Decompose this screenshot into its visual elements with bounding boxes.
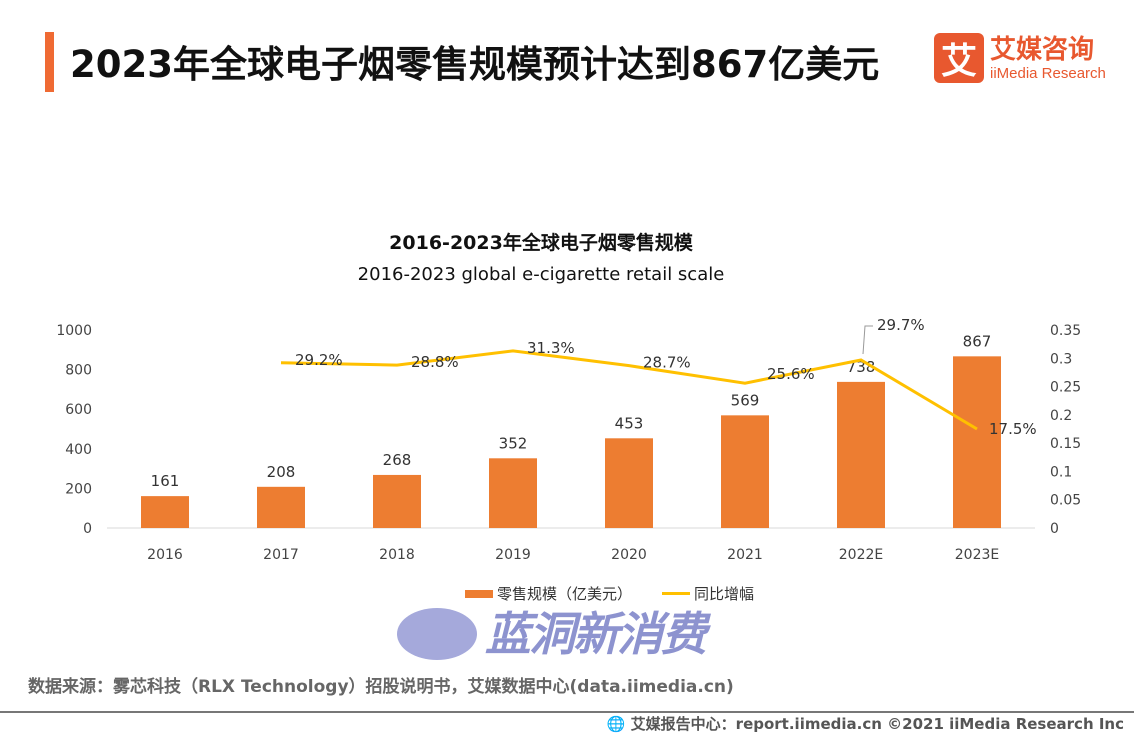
watermark: 蓝洞新消费 — [485, 607, 707, 661]
x-tick-label: 2021 — [727, 547, 763, 563]
bar — [721, 415, 769, 528]
bar — [605, 438, 653, 528]
bar-value-label: 569 — [731, 391, 760, 409]
right-tick-label: 0.2 — [1050, 408, 1072, 424]
right-tick-label: 0.3 — [1050, 351, 1072, 367]
logo-mark: 艾 — [934, 33, 984, 83]
growth-label: 31.3% — [527, 339, 575, 357]
leader-line — [862, 325, 873, 355]
title-accent-bar — [45, 32, 54, 92]
chart-subtitle: 2016-2023 global e-cigarette retail scal… — [357, 264, 725, 285]
bar — [257, 486, 305, 528]
x-tick-label: 2016 — [147, 547, 183, 563]
bar — [373, 474, 421, 528]
x-tick-label: 2022E — [839, 547, 883, 563]
left-tick-label: 1000 — [56, 323, 92, 339]
footer: 🌐 艾媒报告中心：report.iimedia.cn ©2021 iiMedia… — [607, 713, 1124, 734]
bar — [953, 356, 1001, 528]
growth-label: 29.2% — [295, 351, 343, 369]
bar — [489, 458, 537, 528]
growth-label: 28.7% — [643, 354, 691, 372]
globe-icon: 🌐 — [606, 715, 631, 733]
x-tick-label: 2017 — [263, 547, 299, 563]
growth-label: 28.8% — [411, 353, 459, 371]
x-tick-label: 2020 — [611, 547, 647, 563]
left-tick-label: 200 — [65, 481, 92, 497]
bar — [837, 381, 885, 528]
right-tick-label: 0.15 — [1050, 436, 1081, 452]
bar — [141, 496, 189, 528]
left-tick-label: 800 — [65, 363, 92, 379]
bar-value-label: 268 — [383, 451, 412, 469]
right-tick-label: 0.25 — [1050, 380, 1081, 396]
iimedia-logo: 艾 艾媒咨询 iiMedia Research — [934, 33, 1106, 83]
x-tick-label: 2018 — [379, 547, 415, 563]
right-tick-label: 0 — [1050, 521, 1059, 537]
legend-bar-label: 零售规模（亿美元） — [497, 585, 633, 603]
bar-value-label: 208 — [267, 463, 296, 481]
legend-bar-swatch — [465, 589, 493, 598]
logo-cn: 艾媒咨询 — [990, 34, 1095, 65]
right-tick-label: 0.05 — [1050, 493, 1081, 509]
growth-label: 25.6% — [767, 365, 815, 383]
logo-en: iiMedia Research — [990, 64, 1106, 82]
legend-line-swatch — [662, 592, 691, 595]
source-note: 数据来源：雾芯科技（RLX Technology）招股说明书，艾媒数据中心(da… — [28, 677, 734, 697]
growth-label: 29.7% — [877, 316, 925, 334]
bar-value-label: 867 — [963, 332, 992, 350]
growth-line — [280, 349, 978, 431]
footer-text: 艾媒报告中心：report.iimedia.cn ©2021 iiMedia R… — [630, 715, 1124, 733]
footer-divider — [0, 711, 1134, 713]
bar-value-label: 352 — [499, 434, 528, 452]
x-tick-label: 2019 — [495, 547, 531, 563]
right-tick-label: 0.35 — [1050, 323, 1081, 339]
legend: 零售规模（亿美元） 同比增幅 — [465, 583, 754, 604]
bar-value-label: 161 — [151, 472, 180, 490]
x-tick-label: 2023E — [955, 547, 999, 563]
bar-value-label: 453 — [615, 414, 644, 432]
left-tick-label: 600 — [65, 402, 92, 418]
chart-title: 2016-2023年全球电子烟零售规模 — [389, 232, 693, 254]
right-tick-label: 0.1 — [1050, 464, 1072, 480]
left-tick-label: 0 — [83, 521, 92, 537]
watermark-eye-icon — [397, 608, 477, 660]
left-tick-label: 400 — [65, 442, 92, 458]
page-title: 2023年全球电子烟零售规模预计达到867亿美元 — [70, 43, 880, 86]
growth-label: 17.5% — [989, 420, 1037, 438]
legend-line-label: 同比增幅 — [694, 585, 755, 603]
